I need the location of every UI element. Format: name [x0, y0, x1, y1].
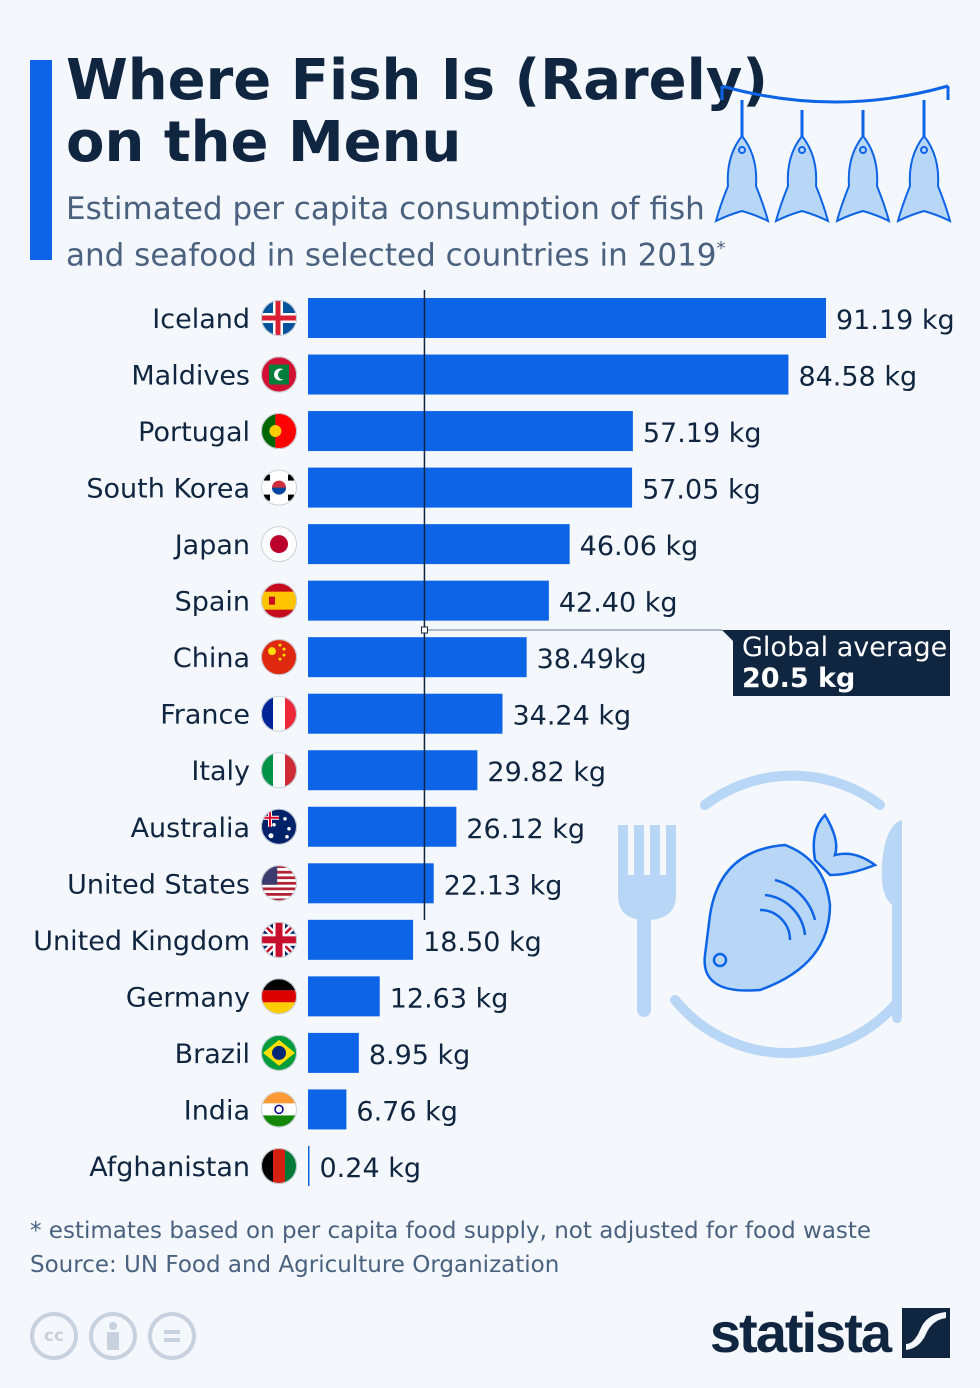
subtitle: Estimated per capita consumption of fish… [66, 190, 726, 275]
category-label: Japan [173, 530, 250, 561]
category-label: France [160, 700, 250, 731]
global-average-annotation [733, 630, 950, 696]
flag-china-icon [261, 639, 297, 676]
subtitle-line-2: and seafood in selected countries in 201… [66, 237, 717, 274]
bar-italy [308, 750, 478, 791]
category-label: China [173, 643, 250, 674]
value-label: 0.24 kg [320, 1153, 421, 1184]
category-label: India [184, 1095, 250, 1126]
value-label: 57.05 kg [642, 475, 761, 506]
value-label: 34.24 kg [512, 701, 631, 732]
value-label: 46.06 kg [580, 531, 699, 562]
category-label: Germany [126, 982, 250, 1013]
annotation-value: 20.5 kg [742, 663, 855, 694]
bar-united-kingdom [308, 919, 414, 960]
value-label: 22.13 kg [444, 870, 563, 901]
value-label: 8.95 kg [369, 1040, 470, 1071]
value-label: 18.50 kg [423, 927, 542, 958]
bar-south-korea [308, 467, 633, 508]
plate-fish-illustration [618, 770, 902, 1059]
annotation-anchor [420, 626, 428, 634]
category-label: South Korea [86, 474, 250, 505]
source: Source: UN Food and Agriculture Organiza… [30, 1252, 560, 1278]
value-label: 91.19 kg [836, 305, 955, 336]
flag-afghanistan-icon [261, 1147, 297, 1184]
value-label: 57.19 kg [643, 418, 762, 449]
bar-afghanistan [308, 1145, 310, 1186]
no-derivatives-icon [148, 1312, 196, 1360]
category-label: United Kingdom [33, 926, 250, 957]
bar-united-states [308, 863, 434, 904]
flag-portugal-icon [261, 413, 297, 450]
bar-iceland [308, 298, 826, 338]
value-label: 26.12 kg [466, 814, 585, 845]
category-label: Italy [191, 756, 250, 787]
flag-italy-icon [261, 752, 297, 789]
brand-name: statista [709, 1301, 892, 1364]
flag-india-icon [261, 1091, 297, 1128]
annotation-label: Global average [742, 632, 947, 663]
footnote-mark: * [716, 238, 726, 259]
value-label: 38.49kg [537, 644, 647, 675]
flag-australia-icon [261, 808, 297, 845]
value-label: 29.82 kg [487, 757, 606, 788]
flag-united-kingdom-icon [261, 921, 297, 958]
title-line-2: on the Menu [66, 110, 462, 175]
value-label: 12.63 kg [390, 983, 509, 1014]
bar-maldives [308, 354, 789, 395]
title-line-1: Where Fish Is (Rarely) [66, 48, 768, 113]
bar-brazil [308, 1032, 359, 1073]
bar-germany [308, 976, 380, 1017]
category-label: Maldives [131, 361, 250, 392]
category-label: Portugal [138, 417, 250, 448]
hanging-fish-illustration [714, 84, 952, 223]
flag-japan-icon [261, 526, 297, 563]
bar-chart: Iceland 91.19 kg Maldives 84.58 kg Portugal 5… [33, 290, 955, 1186]
statista-mark-icon [902, 1307, 950, 1358]
hanging-fish-icon [896, 100, 952, 223]
category-label: Afghanistan [89, 1152, 250, 1183]
category-label: Brazil [175, 1039, 250, 1070]
title-accent-bar [30, 60, 52, 260]
bar-australia [308, 806, 457, 847]
hanging-fish-icon [774, 110, 830, 223]
hanging-fish-icon [835, 110, 891, 223]
category-label: Iceland [152, 304, 250, 335]
category-label: United States [67, 869, 250, 900]
bar-spain [308, 580, 549, 621]
bar-france [308, 693, 503, 734]
statista-logo: statista [710, 1300, 950, 1365]
flag-united-states-icon [261, 865, 297, 902]
flag-spain-icon [261, 582, 297, 619]
category-label: Australia [131, 813, 250, 844]
flag-iceland-icon [261, 300, 297, 336]
value-label: 42.40 kg [559, 588, 678, 619]
category-label: Spain [175, 587, 250, 618]
bar-china [308, 637, 527, 678]
value-label: 6.76 kg [356, 1096, 457, 1127]
bar-india [308, 1089, 347, 1130]
subtitle-line-1: Estimated per capita consumption of fish [66, 191, 705, 227]
flag-brazil-icon [261, 1034, 297, 1071]
flag-maldives-icon [261, 356, 297, 393]
flag-france-icon [261, 695, 297, 732]
bar-japan [308, 524, 570, 565]
cc-icon: cc [30, 1312, 78, 1360]
page-title: Where Fish Is (Rarely) on the Menu [66, 50, 768, 174]
hanging-fish-icon [714, 100, 770, 223]
value-label: 84.58 kg [798, 362, 917, 393]
bar-portugal [308, 411, 633, 452]
footnote: * estimates based on per capita food sup… [30, 1218, 872, 1244]
attribution-icon [89, 1312, 137, 1360]
flag-south-korea-icon [261, 469, 297, 506]
flag-germany-icon [261, 978, 297, 1015]
